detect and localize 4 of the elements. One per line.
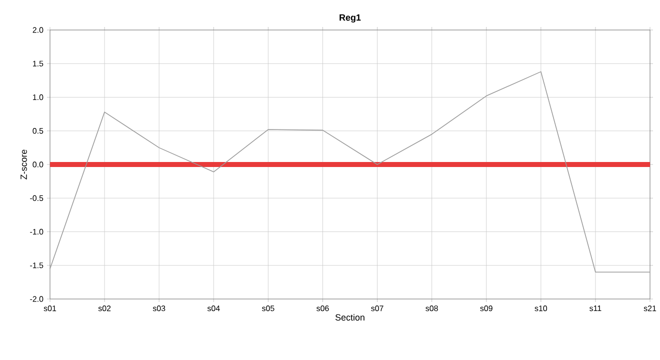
line-series <box>50 71 650 272</box>
x-axis-title: Section <box>335 314 364 321</box>
y-axis-title: Z-score <box>20 150 27 180</box>
chart-title: Reg1 <box>340 14 361 23</box>
